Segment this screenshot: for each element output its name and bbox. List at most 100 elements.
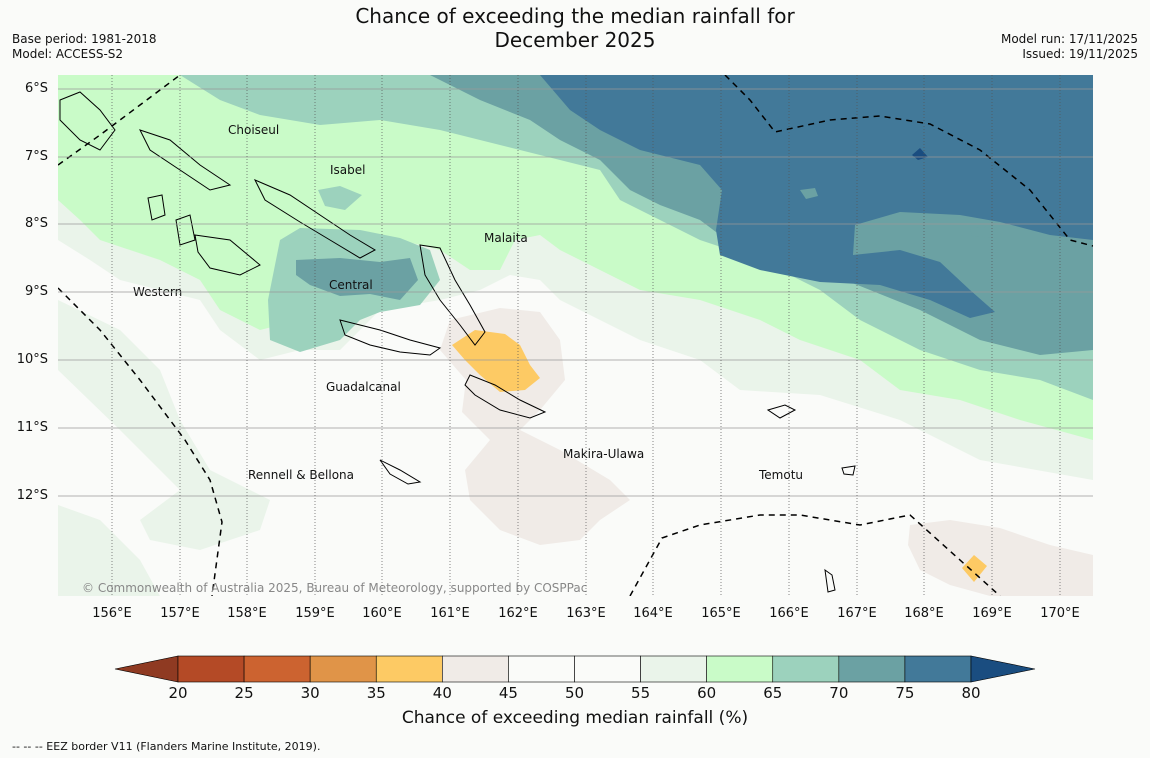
base-period: Base period: 1981-2018	[12, 32, 157, 46]
map-layers: Choiseul Isabel Malaita Western Central …	[58, 75, 1093, 596]
zone-75-80	[540, 75, 1093, 318]
zone-35-40-southeast	[962, 555, 987, 582]
model-run: Model run: 17/11/2025	[1000, 32, 1138, 46]
zone-70-75-spot2	[970, 226, 1000, 238]
coast-choiseul	[139, 129, 232, 191]
eez-border-west	[58, 287, 223, 596]
colorbar-segment	[375, 655, 443, 683]
coast-guadalcanal	[339, 319, 442, 356]
lon-tick-label: 170°E	[1040, 606, 1080, 621]
lon-tick-label: 164°E	[633, 606, 673, 621]
meta-right: Model run: 17/11/2025 Issued: 19/11/2025	[1001, 32, 1138, 62]
coast-torres	[824, 568, 836, 593]
zone-70-75-central	[296, 258, 418, 300]
coast-kolombangara	[175, 214, 196, 246]
lon-tick-label: 161°E	[430, 606, 470, 621]
region-label-rennell: Rennell & Bellona	[248, 468, 354, 482]
colorbar-extend-low	[114, 655, 179, 683]
coast-temotu-small	[841, 465, 856, 476]
lat-tick-label: 11°S	[16, 420, 48, 435]
lon-tick-label: 167°E	[837, 606, 877, 621]
colorbar-tick-label: 65	[763, 684, 783, 702]
eez-border-northwest	[58, 75, 181, 166]
colorbar	[114, 655, 1036, 683]
eez-footnote: -- -- -- EEZ border V11 (Flanders Marine…	[12, 740, 321, 753]
lon-tick-label: 163°E	[566, 606, 606, 621]
colorbar-segment	[640, 655, 707, 683]
copyright-notice: © Commonwealth of Australia 2025, Bureau…	[82, 581, 587, 595]
lat-tick-label: 6°S	[24, 81, 48, 96]
lon-tick-label: 160°E	[362, 606, 402, 621]
issued-date: Issued: 19/11/2025	[1022, 47, 1138, 61]
lon-tick-label: 166°E	[769, 606, 809, 621]
colorbar-segment	[772, 655, 840, 683]
gridlines	[58, 75, 1093, 596]
eez-border-south	[629, 514, 1001, 596]
colorbar-tick-label: 40	[432, 684, 452, 702]
colorbar-segment	[508, 655, 575, 683]
lat-tick-label: 10°S	[16, 352, 48, 367]
coast-ndeni	[766, 404, 797, 419]
zone-55-60-southwest	[58, 505, 160, 596]
colorbar-tick-label: 75	[895, 684, 915, 702]
zone-65-70-isabel	[318, 186, 362, 210]
colorbar-segment	[904, 655, 972, 683]
coast-vella	[147, 194, 166, 221]
lon-tick-label: 169°E	[972, 606, 1012, 621]
colorbar-segment	[706, 655, 774, 683]
region-label-temotu: Temotu	[758, 468, 803, 482]
colorbar-tick-label: 45	[498, 684, 518, 702]
colorbar-tick-label: 55	[631, 684, 651, 702]
colorbar-segment	[838, 655, 906, 683]
colorbar-extend-high	[970, 655, 1036, 683]
colorbar-segment	[442, 655, 509, 683]
lat-tick-label: 9°S	[24, 284, 48, 299]
map-title: Chance of exceeding the median rainfall …	[0, 4, 1150, 52]
colorbar-tick-label: 60	[697, 684, 717, 702]
coastlines	[59, 91, 856, 593]
lon-tick-label: 162°E	[498, 606, 538, 621]
coast-isabel	[253, 179, 377, 259]
colorbar-segment	[243, 655, 311, 683]
colorbar-tick-label: 30	[300, 684, 320, 702]
model-name: Model: ACCESS-S2	[12, 47, 124, 61]
coast-newgeorgia	[194, 234, 261, 276]
coast-shortland	[59, 91, 116, 151]
colorbar-tick-label: 50	[564, 684, 585, 702]
colorbar-tick-label: 80	[961, 684, 981, 702]
map-title-line2: December 2025	[494, 28, 656, 52]
eez-borders	[58, 75, 1093, 596]
colorbar-title: Chance of exceeding median rainfall (%)	[401, 708, 749, 728]
colorbar-tick-label: 70	[829, 684, 849, 702]
lat-tick-label: 7°S	[24, 149, 48, 164]
lon-tick-label: 158°E	[227, 606, 267, 621]
lon-tick-label: 168°E	[904, 606, 944, 621]
region-label-malaita: Malaita	[484, 231, 528, 245]
zone-70-75-spot	[800, 188, 818, 199]
lon-tick-label: 165°E	[701, 606, 741, 621]
colorbar-segment	[309, 655, 377, 683]
zone-40-45-southeast	[908, 520, 1093, 596]
colorbar-tick-label: 25	[234, 684, 254, 702]
meta-left: Base period: 1981-2018 Model: ACCESS-S2	[12, 32, 157, 62]
region-label-makira: Makira-Ulawa	[563, 447, 644, 461]
colorbar-tick-label: 35	[366, 684, 386, 702]
region-label-choiseul: Choiseul	[228, 123, 279, 137]
region-label-central: Central	[329, 278, 373, 292]
coast-makira	[464, 374, 547, 419]
zone-55-60-west	[58, 300, 270, 550]
map-title-line1: Chance of exceeding the median rainfall …	[355, 4, 795, 28]
lon-tick-label: 156°E	[92, 606, 132, 621]
region-label-guadalcanal: Guadalcanal	[326, 380, 401, 394]
region-label-isabel: Isabel	[330, 163, 365, 177]
coast-rennell	[379, 459, 422, 485]
colorbar-segment	[574, 655, 641, 683]
colorbar-segment	[177, 655, 245, 683]
lon-tick-label: 157°E	[160, 606, 200, 621]
coast-malaita	[419, 244, 486, 346]
eez-border-northeast	[724, 75, 1093, 247]
lat-tick-label: 12°S	[16, 488, 48, 503]
lon-tick-label: 159°E	[295, 606, 335, 621]
lat-tick-label: 8°S	[24, 216, 48, 231]
